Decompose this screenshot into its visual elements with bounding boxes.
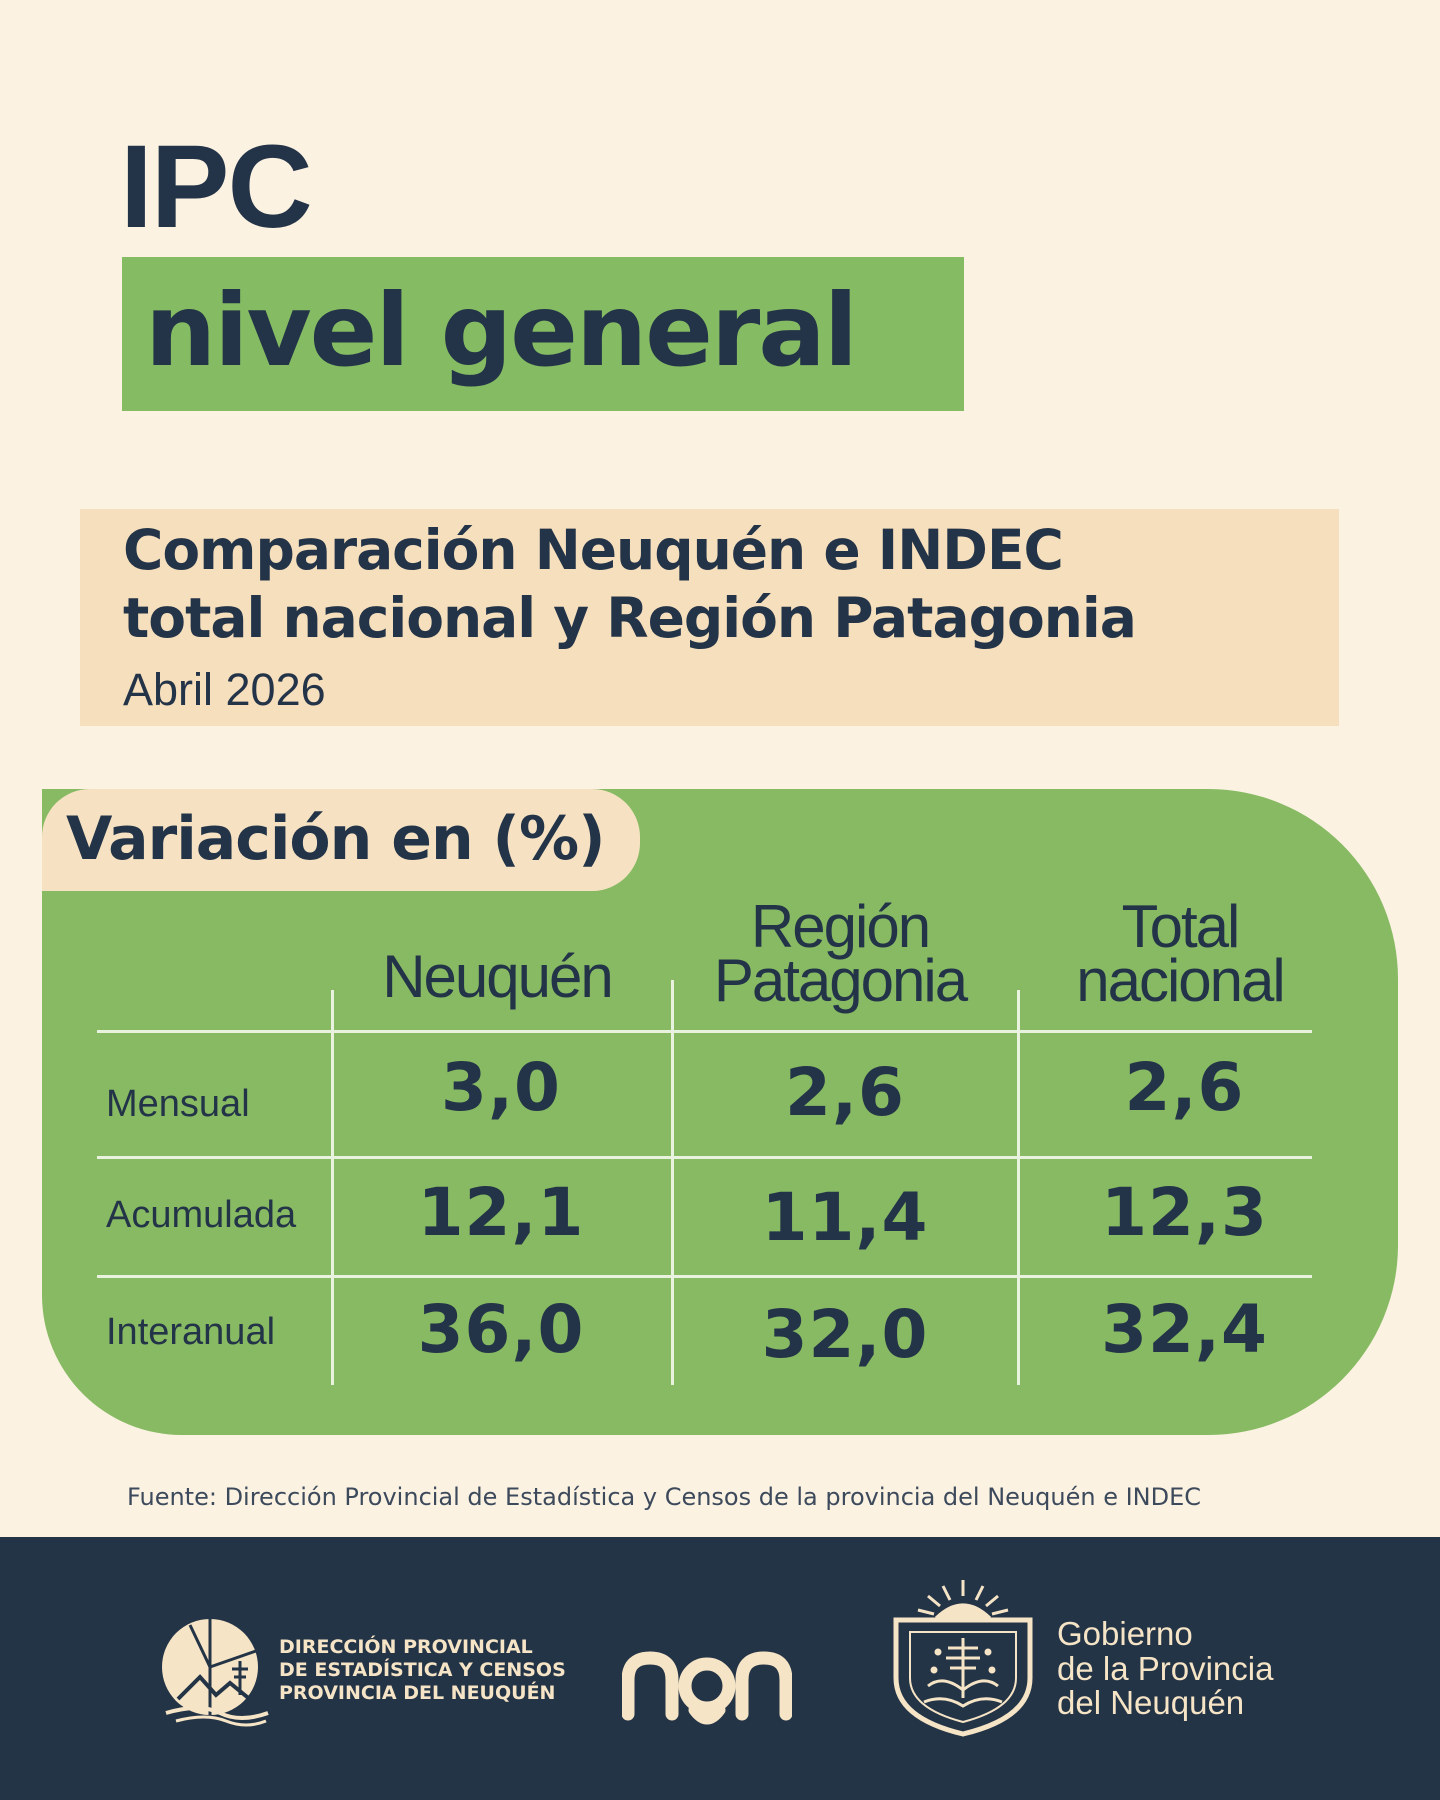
gov-line: del Neuquén <box>1057 1684 1245 1722</box>
value-patagonia-interanual: 32,0 <box>761 1296 929 1373</box>
dpe-line: DE ESTADÍSTICA Y CENSOS <box>279 1658 566 1681</box>
table-divider <box>1017 990 1020 1385</box>
variation-tab <box>42 789 640 891</box>
column-header-region-patagonia: Región Patagonia <box>670 893 1010 1014</box>
dpe-line: DIRECCIÓN PROVINCIAL <box>279 1636 533 1658</box>
page-title: IPC <box>120 121 313 253</box>
government-logo-text: Gobierno de la Provincia del Neuquén <box>1057 1615 1274 1722</box>
column-header-line: nacional <box>1076 947 1286 1014</box>
value-neuquen-acumulada: 12,1 <box>417 1174 585 1251</box>
gov-line: de la Provincia <box>1057 1649 1274 1687</box>
column-header-total-nacional: Total nacional <box>1020 893 1340 1014</box>
column-header-line: Patagonia <box>713 947 968 1014</box>
value-nacional-interanual: 32,4 <box>1101 1291 1268 1368</box>
dpe-logo-text: DIRECCIÓN PROVINCIAL DE ESTADÍSTICA Y CE… <box>279 1636 566 1704</box>
row-label-interanual: Interanual <box>106 1311 276 1353</box>
coat-of-arms-icon <box>893 1580 1033 1737</box>
variation-label: Variación en (%) <box>66 804 606 874</box>
value-neuquen-mensual: 3,0 <box>441 1049 561 1126</box>
value-nacional-acumulada: 12,3 <box>1101 1174 1268 1251</box>
nqn-logo-icon <box>622 1651 792 1725</box>
value-neuquen-interanual: 36,0 <box>417 1291 585 1368</box>
value-patagonia-mensual: 2,6 <box>785 1054 905 1131</box>
table-divider <box>671 980 674 1385</box>
table-divider <box>97 1275 1312 1278</box>
page-subtitle: nivel general <box>145 272 858 389</box>
source-note: Fuente: Dirección Provincial de Estadíst… <box>127 1483 1202 1511</box>
comparison-title-line-2: total nacional y Región Patagonia <box>123 586 1137 650</box>
dpe-line: PROVINCIA DEL NEUQUÉN <box>279 1681 556 1704</box>
value-patagonia-acumulada: 11,4 <box>761 1179 929 1256</box>
column-header-line: Neuquén <box>382 943 614 1010</box>
row-label-acumulada: Acumulada <box>106 1194 297 1236</box>
column-header-line: Región <box>750 893 931 960</box>
variation-panel <box>42 789 1398 1435</box>
gov-line: Gobierno <box>1057 1615 1193 1652</box>
comparison-box <box>80 509 1339 726</box>
column-header-line: Total <box>1121 893 1241 960</box>
table-divider <box>331 990 334 1385</box>
period-label: Abril 2026 <box>123 664 326 715</box>
column-header-neuquen: Neuquén <box>336 943 658 1010</box>
table-divider <box>97 1156 1312 1159</box>
dpe-logo-icon <box>162 1619 269 1727</box>
row-label-mensual: Mensual <box>106 1083 250 1125</box>
comparison-title-line-1: Comparación Neuquén e INDEC <box>123 518 1064 582</box>
value-nacional-mensual: 2,6 <box>1124 1049 1245 1126</box>
table-divider <box>97 1030 1312 1033</box>
title-highlight-band <box>122 257 964 411</box>
